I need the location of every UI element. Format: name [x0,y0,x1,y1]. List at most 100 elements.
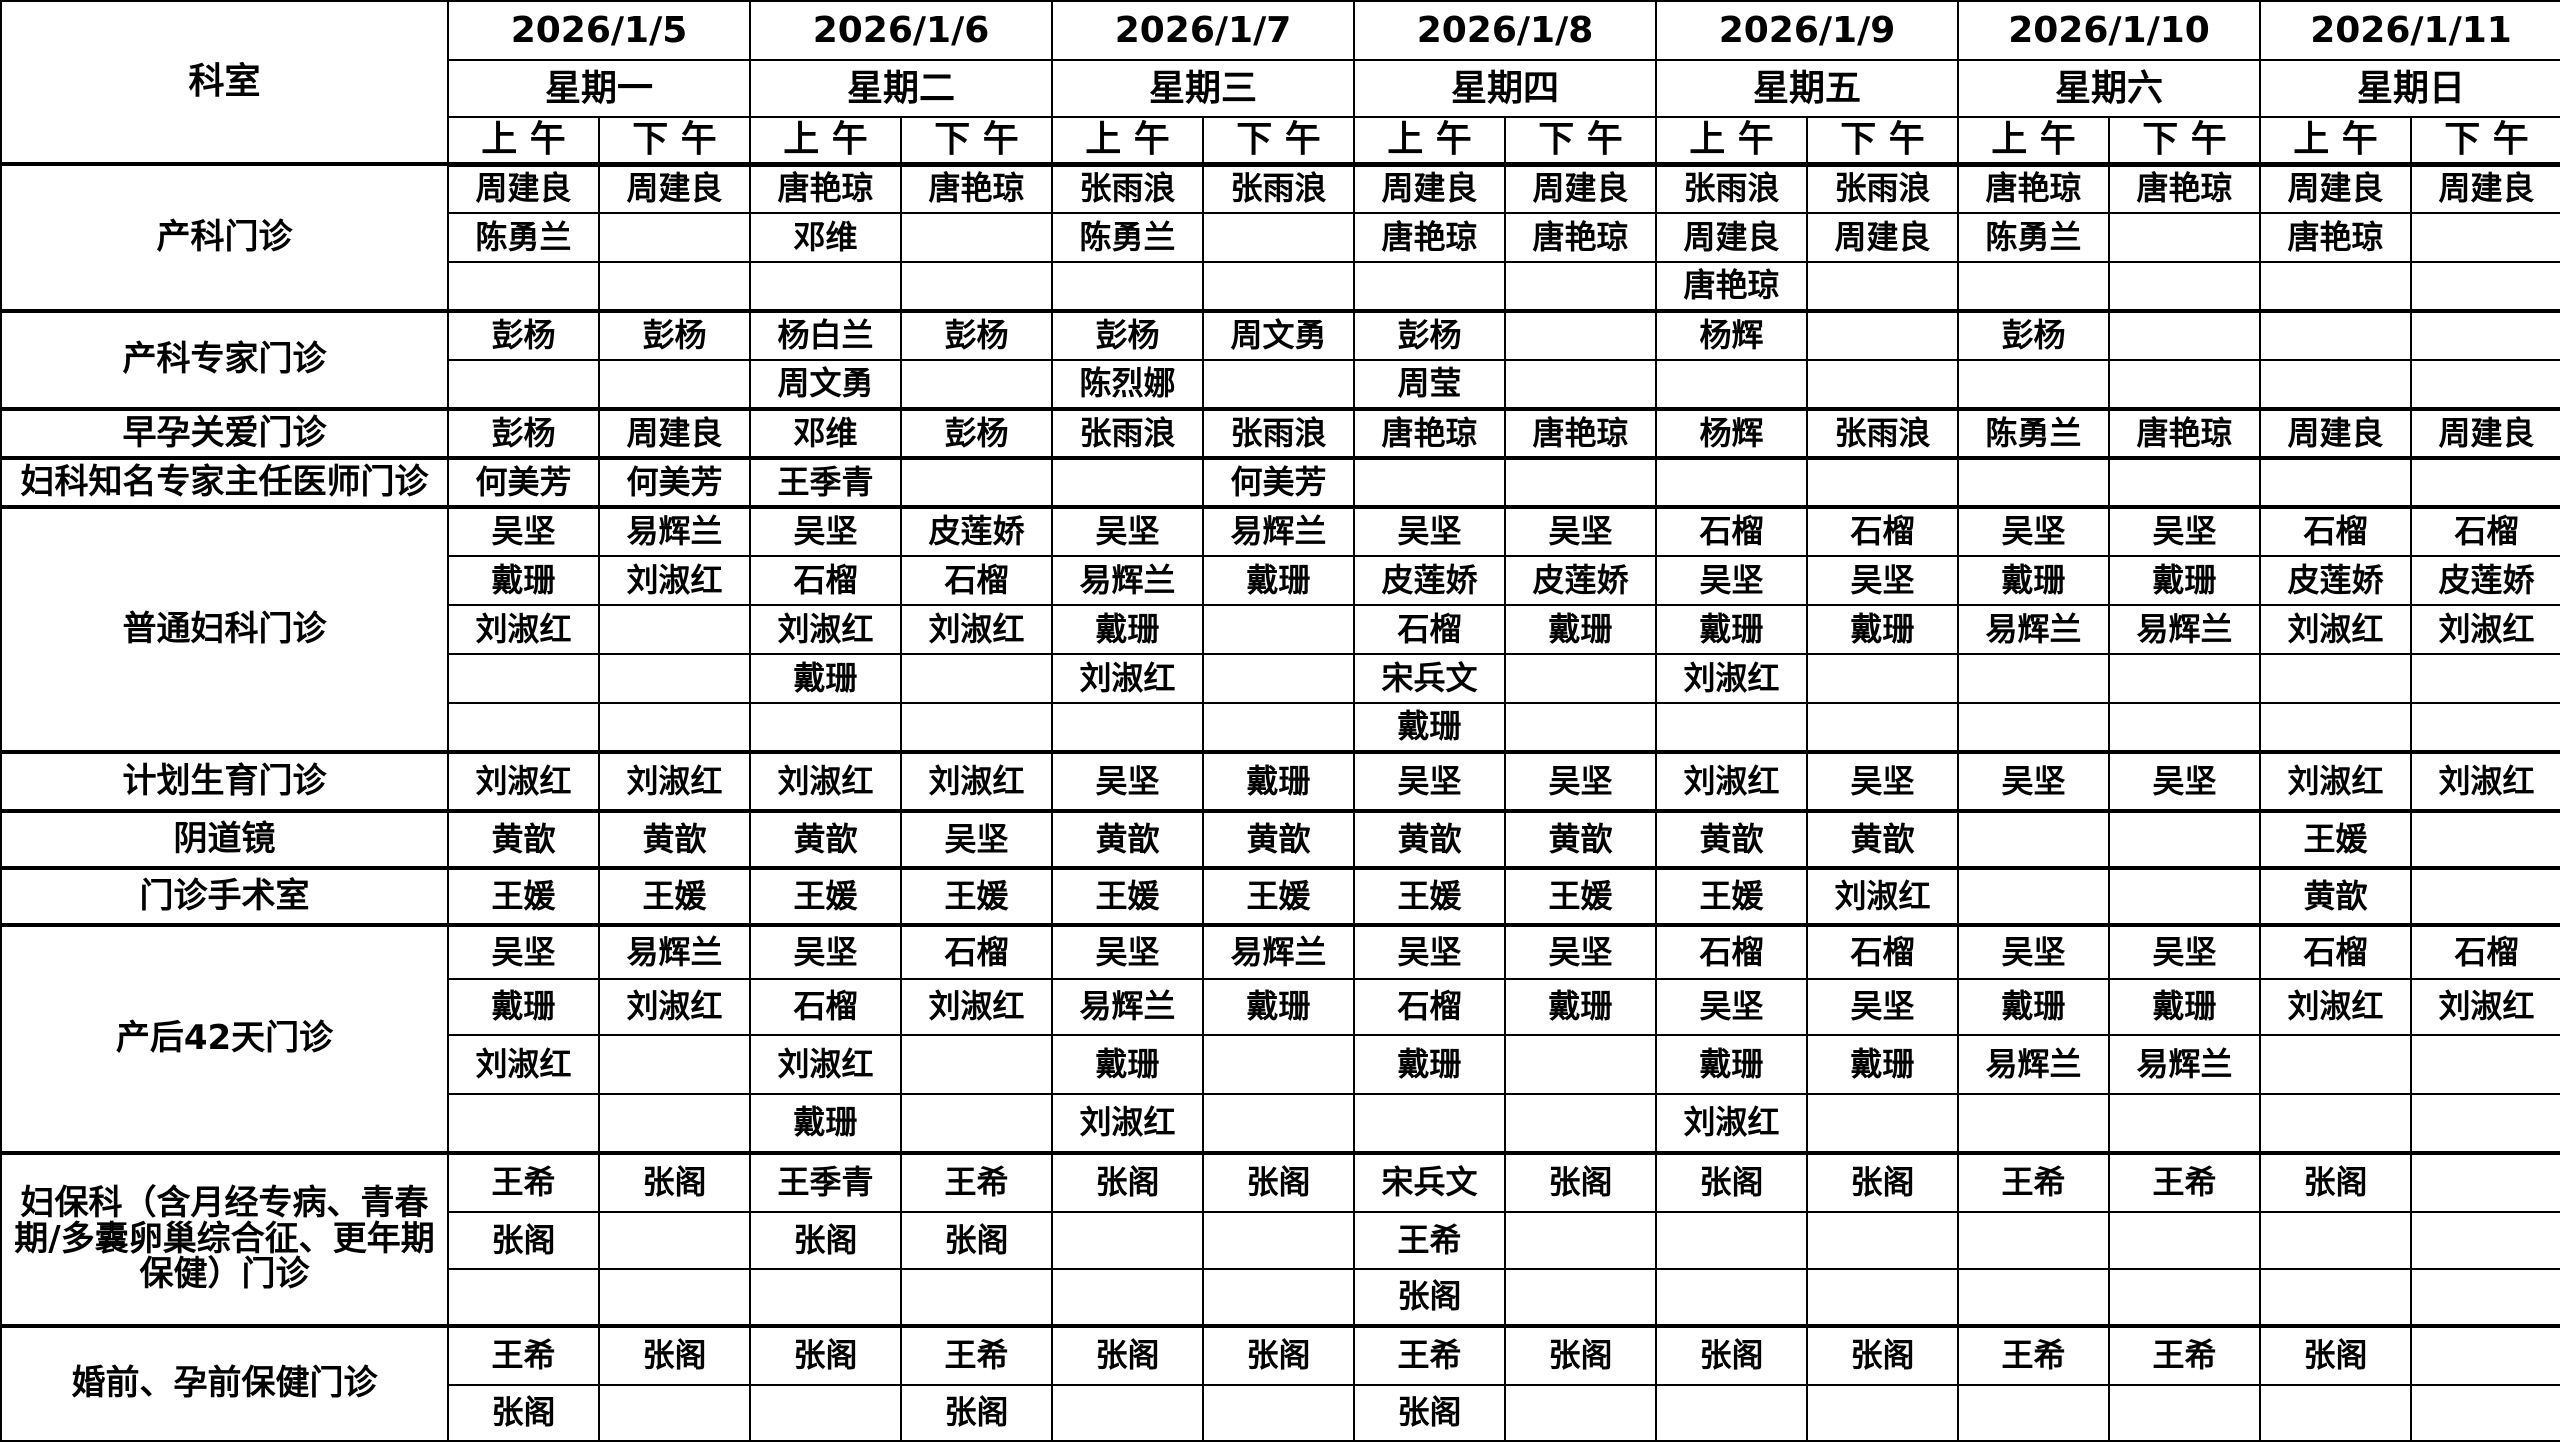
doctor-cell [1202,1211,1355,1270]
doctor-cell: 张雨浪 [1655,162,1808,214]
doctor-cell [2259,261,2413,312]
doctor-cell: 王希 [1957,1324,2110,1386]
dept-column-header: 科室 [0,0,449,165]
schedule-row: 早孕关爱门诊 彭杨 周建良 邓维 彭杨 张雨浪 张雨浪 唐艳琼 唐艳琼 杨辉 张雨浪 陈勇兰 唐艳琼 周建… [0,407,2560,459]
doctor-cell: 吴坚 [1504,923,1657,980]
department-name: 早孕关爱门诊 [0,407,449,459]
doctor-cell: 戴珊 [1504,978,1657,1036]
am-header: 上 午 [1957,116,2110,167]
doctor-cell [1504,653,1657,704]
doctor-cell [1957,359,2110,410]
doctor-cell [900,1093,1053,1154]
doctor-cell [2107,653,2262,704]
doctor-cell: 吴坚 [447,923,600,980]
doctor-cell [749,1268,902,1327]
doctor-cell [2410,1211,2560,1270]
doctor-cell: 王媛 [598,866,751,926]
department-name: 产后42天门诊 [0,923,449,1154]
doctor-cell: 彭杨 [900,309,1053,361]
weekday-header: 星期四 [1353,59,1657,118]
doctor-cell [1202,212,1355,263]
doctor-cell: 石榴 [1806,505,1959,557]
doctor-cell: 戴珊 [1051,1034,1204,1095]
schedule-row: 戴珊 刘淑红 石榴 刘淑红 易辉兰 戴珊 石榴 戴珊 吴坚 吴坚 戴珊 戴珊 刘淑红 刘淑红 [1,978,2560,1036]
department-name: 产科专家门诊 [0,309,449,410]
doctor-cell: 刘淑红 [900,750,1053,812]
doctor-cell: 皮莲娇 [2259,555,2413,606]
doctor-cell [2259,702,2413,753]
doctor-cell [1051,702,1204,753]
doctor-cell [1655,359,1808,410]
department-name: 普通妇科门诊 [0,505,449,753]
weekday-header: 星期五 [1655,59,1959,118]
doctor-cell [2410,653,2560,704]
doctor-cell: 刘淑红 [1655,653,1808,704]
doctor-cell: 张阁 [1655,1151,1808,1213]
doctor-cell [1051,1211,1204,1270]
schedule-row: 阴道镜 黄歆 黄歆 黄歆 吴坚 黄歆 黄歆 黄歆 黄歆 黄歆 黄歆 王媛 [0,809,2560,869]
doctor-cell: 张阁 [1051,1324,1204,1386]
doctor-cell [598,604,751,655]
doctor-cell [447,702,600,753]
doctor-cell: 何美芳 [447,456,600,508]
doctor-cell [1806,1211,1959,1270]
doctor-cell [1504,1093,1657,1154]
doctor-cell [1806,309,1959,361]
schedule-row: 计划生育门诊 刘淑红 刘淑红 刘淑红 刘淑红 吴坚 戴珊 吴坚 吴坚 刘淑红 吴坚 吴坚 吴坚 刘淑红 刘淑… [0,750,2560,812]
doctor-cell: 戴珊 [447,978,600,1036]
doctor-cell: 周莹 [1353,359,1506,410]
doctor-cell: 吴坚 [1957,750,2110,812]
doctor-cell: 唐艳琼 [749,162,902,214]
doctor-cell: 戴珊 [1957,978,2110,1036]
weekday-header: 星期六 [1956,59,2262,118]
doctor-cell: 王媛 [1504,866,1657,926]
doctor-cell [2410,809,2560,869]
pm-header: 下 午 [1504,116,1657,167]
schedule-row: 妇科知名专家主任医师门诊 何美芳 何美芳 王季青 何美芳 [0,456,2560,508]
doctor-cell: 石榴 [900,923,1053,980]
doctor-cell: 吴坚 [1051,923,1204,980]
schedule-row: 产科门诊 周建良 周建良 唐艳琼 唐艳琼 张雨浪 张雨浪 周建良 周建良 张雨浪 张雨浪 唐艳琼 唐艳琼… [0,162,2560,312]
doctor-cell: 王媛 [900,866,1053,926]
doctor-cell [1655,1268,1808,1327]
doctor-cell: 吴坚 [749,923,902,980]
doctor-cell [1806,653,1959,704]
doctor-cell: 戴珊 [1202,978,1355,1036]
doctor-cell: 张阁 [598,1151,751,1213]
doctor-cell: 彭杨 [598,309,751,361]
doctor-cell [2259,359,2413,410]
doctor-cell [1202,1268,1355,1327]
doctor-cell: 黄歆 [1655,809,1808,869]
doctor-cell: 刘淑红 [447,1034,600,1095]
doctor-cell: 张雨浪 [1051,162,1204,214]
doctor-cell: 石榴 [2410,923,2560,980]
doctor-cell [2259,1211,2413,1270]
date-header: 2026/1/8 [1353,0,1657,61]
doctor-cell [2410,309,2560,361]
date-row: 科室 2026/1/5 2026/1/6 2026/1/7 2026/1/8 2026/1… [0,0,2560,165]
doctor-cell [2107,261,2262,312]
doctor-cell: 陈勇兰 [447,212,600,263]
doctor-cell: 石榴 [2259,923,2413,980]
date-header: 2026/1/6 [749,0,1053,61]
doctor-cell [2107,309,2262,361]
schedule-row: 张阁 [1,1268,2560,1327]
department-name: 妇保科（含月经专病、青春期/多囊卵巢综合征、更年期保健）门诊 [0,1151,449,1327]
department-name: 产科门诊 [0,162,449,312]
doctor-cell: 易辉兰 [1202,505,1355,557]
doctor-cell: 张阁 [598,1324,751,1386]
doctor-cell: 吴坚 [1957,505,2110,557]
doctor-cell: 陈烈娜 [1051,359,1204,410]
doctor-cell: 黄歆 [1806,809,1959,869]
doctor-cell [1806,359,1959,410]
doctor-cell [2107,212,2262,263]
date-header: 2026/1/11 [2259,0,2560,61]
doctor-cell: 王希 [900,1324,1053,1386]
doctor-cell [1655,1211,1808,1270]
doctor-cell: 吴坚 [1051,750,1204,812]
doctor-cell: 王希 [900,1151,1053,1213]
doctor-cell: 戴珊 [1957,555,2110,606]
doctor-cell [749,1384,902,1442]
doctor-cell: 张阁 [900,1384,1053,1442]
doctor-cell [1202,702,1355,753]
